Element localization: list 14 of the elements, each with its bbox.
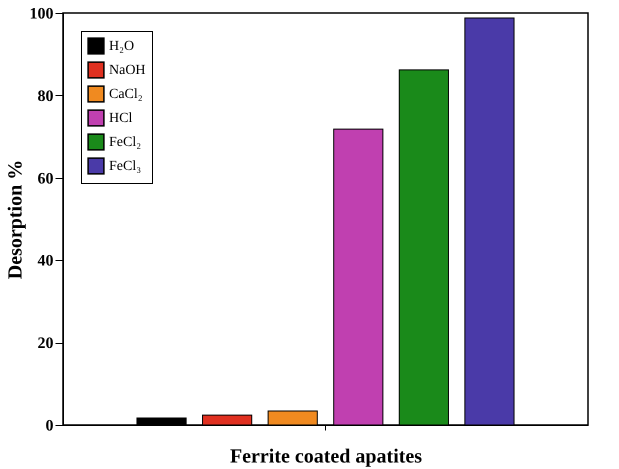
legend-label: HCl: [109, 111, 132, 126]
y-tick-label: 100: [30, 6, 54, 22]
legend-label: NaOH: [109, 63, 146, 78]
y-tick-label: 40: [38, 252, 54, 270]
y-tick-label: 0: [46, 418, 54, 434]
x-axis-title: Ferrite coated apatites: [230, 446, 422, 468]
y-tick-label: 60: [38, 170, 54, 188]
y-tick-label: 80: [38, 88, 54, 105]
legend-label: CaCl₂: [109, 87, 143, 102]
legend-label: H₂O: [109, 39, 134, 54]
legend-label: FeCl₂: [109, 135, 142, 150]
y-tick-label: 20: [38, 335, 54, 352]
legend-label: FeCl₃: [109, 159, 142, 174]
y-axis-title: Desorption %: [4, 160, 26, 280]
